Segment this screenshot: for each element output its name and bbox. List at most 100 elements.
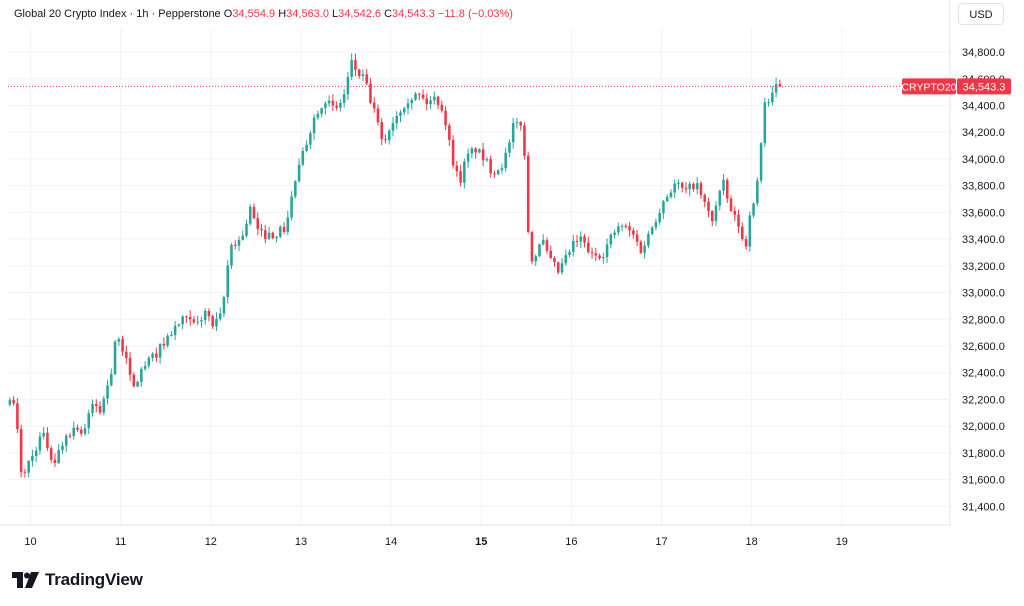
candle-body	[692, 183, 695, 190]
candle-body	[511, 123, 515, 143]
candle-body	[553, 258, 556, 263]
candle-body	[8, 399, 12, 405]
candle-body	[192, 319, 196, 323]
candle-body	[556, 262, 560, 273]
candle-body	[639, 241, 643, 253]
candle-body	[474, 148, 477, 153]
candle-body	[38, 436, 42, 451]
candle-body	[587, 242, 590, 253]
candle-body	[662, 201, 665, 214]
candle-body	[673, 183, 676, 193]
candle-body	[245, 223, 248, 236]
candle-body	[654, 222, 658, 228]
candle-body	[23, 471, 27, 473]
candle-body	[665, 197, 669, 202]
x-tick-label: 19	[836, 536, 848, 548]
candle-body	[200, 320, 203, 322]
symbol-badge-text: CRYPTO20	[901, 81, 956, 93]
currency-button[interactable]: USD	[958, 3, 1004, 25]
candle-body	[271, 232, 275, 239]
candle-body	[233, 244, 237, 246]
candle-body	[463, 161, 466, 183]
candle-body	[324, 103, 327, 109]
candle-body	[707, 201, 710, 211]
candle-body	[339, 102, 342, 108]
candle-body	[579, 236, 583, 242]
candle-body	[549, 250, 553, 259]
candle-body	[188, 317, 192, 320]
x-tick-label: 14	[385, 536, 397, 548]
candle-body	[27, 461, 30, 473]
candle-body	[248, 206, 252, 224]
candle-body	[767, 102, 770, 104]
candle-body	[162, 343, 166, 346]
candle-body	[515, 122, 519, 124]
candle-body	[166, 335, 169, 346]
open-value: 34,554.9	[232, 8, 276, 20]
candle-body	[342, 94, 346, 103]
candle-body	[545, 240, 549, 251]
candle-body	[594, 253, 598, 256]
candle-body	[361, 74, 365, 77]
candle-body	[215, 318, 218, 327]
candle-body	[83, 428, 87, 434]
symbol-badge	[902, 78, 956, 95]
candle-body	[346, 76, 350, 95]
tradingview-logo[interactable]: TradingView	[12, 570, 143, 590]
candle-body	[226, 265, 230, 298]
x-tick-label: 16	[565, 536, 577, 548]
candle-body	[76, 427, 79, 430]
candle-body	[185, 316, 188, 318]
x-tick-label: 11	[115, 536, 126, 548]
candle-body	[110, 374, 113, 386]
candle-body	[140, 368, 143, 382]
candle-body	[94, 404, 98, 407]
candle-body	[737, 214, 740, 227]
low-label: L	[332, 8, 339, 20]
y-tick-label: 33,400.0	[962, 234, 1005, 246]
candle-body	[327, 100, 331, 104]
candle-body	[699, 183, 703, 196]
candle-body	[444, 110, 447, 126]
candle-body	[46, 432, 49, 449]
candle-body	[113, 341, 117, 375]
candle-body	[526, 155, 530, 233]
candle-body	[395, 115, 399, 124]
high-label: H	[278, 8, 287, 20]
candle-body	[98, 406, 102, 413]
candle-body	[598, 255, 601, 259]
candle-body	[181, 316, 184, 325]
y-tick-label: 32,600.0	[962, 341, 1005, 353]
candle-body	[418, 93, 421, 95]
candle-body	[279, 226, 282, 237]
candle-body	[575, 240, 579, 242]
candle-body	[350, 60, 353, 77]
candle-body	[763, 102, 767, 144]
candle-body	[143, 365, 147, 369]
candle-body	[155, 353, 158, 358]
candle-body	[741, 226, 744, 240]
candle-body	[136, 381, 139, 387]
last-price-badge	[957, 78, 1011, 95]
candle-body	[410, 99, 414, 104]
x-tick-label: 17	[655, 536, 667, 548]
candle-body	[237, 239, 241, 246]
candle-body	[286, 217, 290, 232]
candle-body	[433, 96, 436, 101]
candle-body	[312, 117, 316, 134]
x-tick-label: 15	[475, 536, 487, 548]
candle-body	[376, 108, 380, 123]
y-tick-label: 33,000.0	[962, 288, 1005, 300]
candle-body	[560, 263, 564, 273]
candle-body	[399, 112, 402, 116]
candle-body	[489, 159, 492, 174]
candle-body	[252, 206, 256, 219]
candle-body	[12, 399, 15, 404]
candle-body	[684, 187, 688, 190]
candle-body	[620, 225, 624, 227]
candle-body	[774, 84, 778, 93]
candle-body	[729, 198, 733, 211]
candle-body	[752, 203, 755, 216]
candle-body	[624, 225, 628, 227]
